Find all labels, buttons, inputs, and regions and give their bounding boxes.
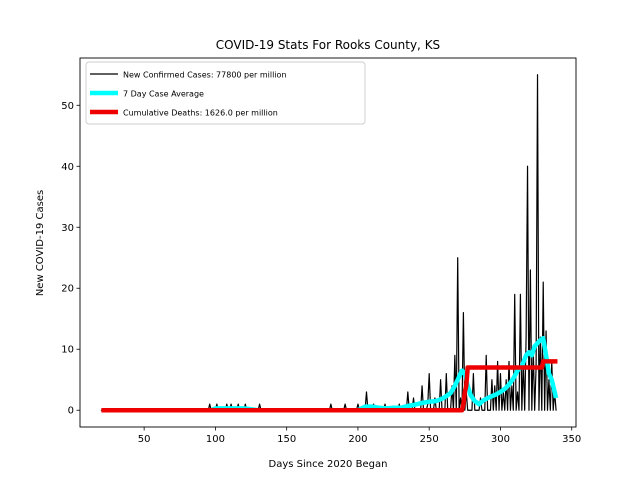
y-axis: 0 10 20 30 40 50 [61, 101, 80, 417]
legend: New Confirmed Cases: 77800 per million 7 … [85, 61, 366, 125]
y-tick-label: 30 [61, 223, 74, 234]
x-tick-label: 350 [562, 434, 581, 445]
x-tick-label: 200 [348, 434, 367, 445]
x-tick-label: 150 [277, 434, 296, 445]
plot-frame [79, 57, 577, 428]
legend-label: New Confirmed Cases: 77800 per million [123, 71, 287, 80]
x-axis-label: Days Since 2020 Began [269, 459, 388, 470]
y-tick-label: 20 [61, 284, 74, 295]
y-tick-label: 40 [61, 162, 74, 173]
x-tick-label: 100 [206, 434, 225, 445]
y-tick-label: 50 [61, 101, 74, 112]
chart-title: COVID-19 Stats For Rooks County, KS [216, 38, 440, 52]
plot-area [100, 74, 559, 413]
x-tick-label: 250 [420, 434, 439, 445]
x-tick-label: 50 [138, 434, 151, 445]
y-tick-label: 0 [68, 406, 74, 417]
legend-label: 7 Day Case Average [123, 90, 204, 99]
y-axis-label: New COVID-19 Cases [35, 190, 46, 296]
cumulative-deaths-line [101, 359, 558, 413]
y-tick-label: 10 [61, 345, 74, 356]
x-axis: 50 100 150 200 250 300 350 [138, 427, 581, 445]
x-tick-label: 300 [491, 434, 510, 445]
seven-day-average-line [210, 336, 559, 413]
legend-box [85, 61, 366, 125]
legend-label: Cumulative Deaths: 1626.0 per million [123, 109, 278, 118]
